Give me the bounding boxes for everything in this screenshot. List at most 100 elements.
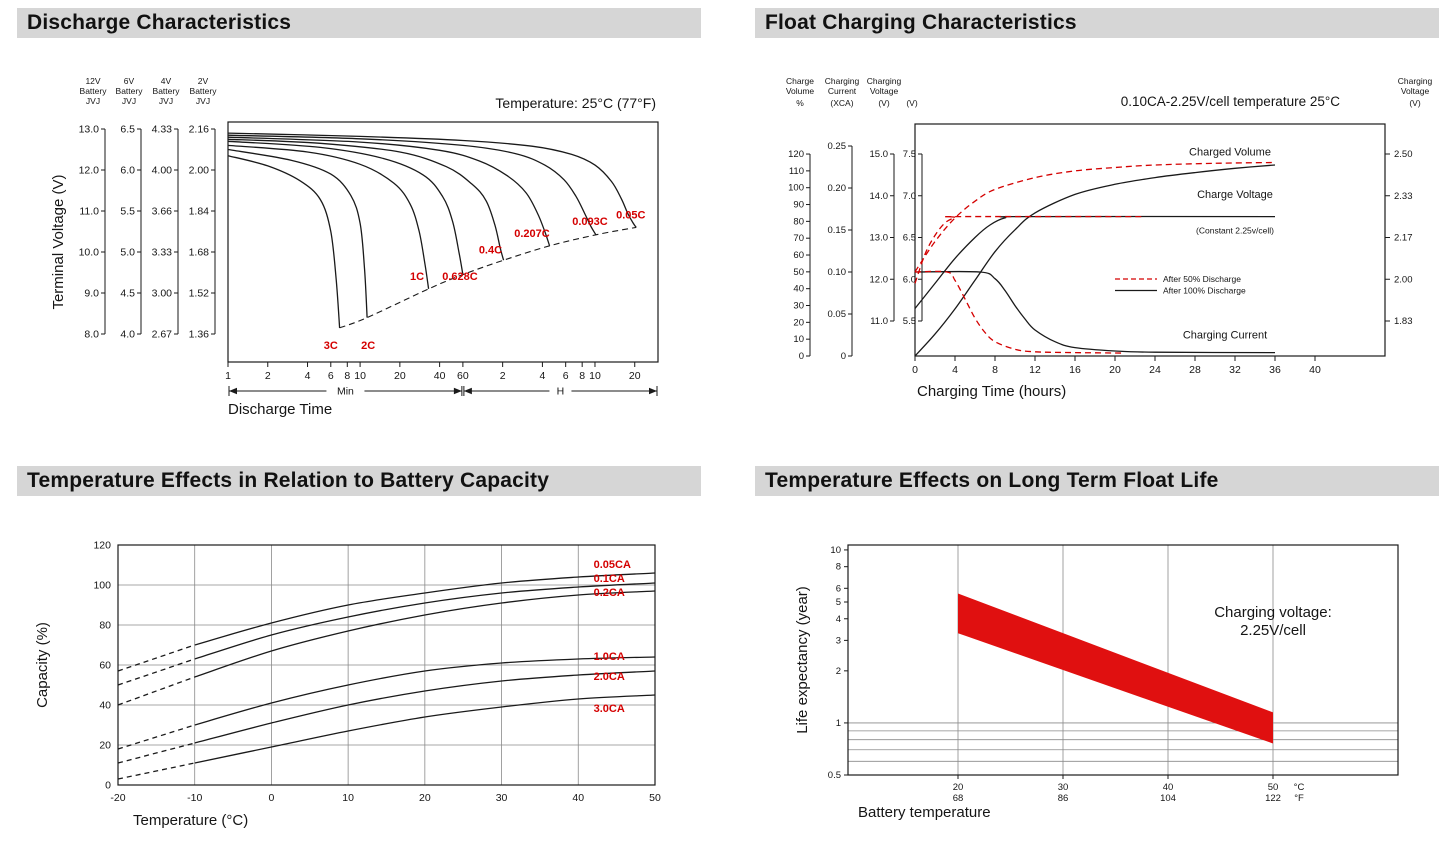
svg-text:4.5: 4.5 [120, 288, 135, 300]
labels: Capacity (%) Temperature (°C) 0.05CA 0.1CA 0… [34, 559, 631, 829]
y-axis-title: Terminal Voltage (V) [50, 174, 67, 309]
svg-text:50: 50 [793, 267, 804, 278]
svg-text:6.0: 6.0 [903, 274, 916, 285]
series-charging-current-after-100pct-discharge [914, 270, 1276, 354]
svg-text:6.5: 6.5 [903, 233, 916, 244]
svg-text:8: 8 [992, 364, 998, 376]
svg-text:28: 28 [1189, 364, 1201, 376]
svg-text:(V): (V) [1409, 98, 1421, 108]
series-charge-voltage-after-100pct-discharge [914, 215, 1276, 309]
series-2.0CA-extrapolated [117, 742, 195, 764]
legend-item: After 50% Discharge [1163, 274, 1241, 284]
svg-text:6.0: 6.0 [120, 165, 135, 177]
svg-text:80: 80 [99, 620, 111, 632]
svg-text:6: 6 [563, 370, 569, 382]
svg-text:10: 10 [793, 334, 804, 345]
svg-text:%: % [796, 98, 804, 108]
fahrenheit-unit: °F [1294, 793, 1304, 804]
svg-text:40: 40 [572, 792, 584, 804]
series-2.0CA [194, 670, 656, 744]
svg-text:Volume: Volume [786, 86, 815, 96]
svg-text:0: 0 [912, 364, 918, 376]
x-axis-title: Temperature (°C) [133, 812, 248, 829]
svg-text:4.00: 4.00 [152, 165, 173, 177]
svg-text:40: 40 [434, 370, 446, 382]
svg-text:0: 0 [799, 351, 804, 362]
svg-text:0.5: 0.5 [828, 770, 841, 781]
series-0.2CA [194, 590, 656, 678]
x-axis-title: Battery temperature [858, 804, 991, 821]
svg-text:110: 110 [789, 166, 804, 177]
svg-text:120: 120 [93, 540, 111, 552]
rate-label-0.05C: 0.05C [616, 210, 645, 222]
svg-text:2V: 2V [198, 76, 209, 86]
svg-text:20: 20 [953, 782, 964, 793]
x-axis-title: Discharge Time [228, 401, 332, 418]
svg-text:10: 10 [342, 792, 354, 804]
series-label-2.0CA: 2.0CA [594, 671, 625, 683]
series-3C [227, 155, 341, 328]
svg-text:7.5: 7.5 [903, 149, 916, 160]
svg-text:3.66: 3.66 [152, 206, 173, 218]
svg-text:1.52: 1.52 [189, 288, 210, 300]
section-title-float-charging: Float Charging Characteristics [755, 8, 1439, 38]
svg-text:4V: 4V [161, 76, 172, 86]
svg-text:2: 2 [836, 666, 841, 677]
series-1C [227, 144, 430, 289]
svg-text:40: 40 [1309, 364, 1321, 376]
svg-text:Voltage: Voltage [1401, 86, 1430, 96]
float-charging-characteristics-chart: ChargeVolume%120110100908070605040302010… [786, 76, 1433, 400]
svg-text:10: 10 [830, 545, 841, 556]
svg-text:2.33: 2.33 [1394, 191, 1413, 202]
svg-text:4: 4 [539, 370, 545, 382]
axes: -20 -10 0 10 20 30 40 50 0 20 40 60 80 100 120 [93, 540, 660, 805]
svg-text:2.00: 2.00 [189, 165, 210, 177]
svg-text:32: 32 [1229, 364, 1241, 376]
series-2C [227, 148, 368, 318]
series-0.1CA [194, 582, 656, 660]
series-0.093C [227, 134, 597, 236]
svg-text:7.0: 7.0 [903, 191, 916, 202]
svg-text:12.0: 12.0 [870, 274, 889, 285]
series-0.1CA-extrapolated [117, 658, 195, 686]
svg-text:100: 100 [93, 580, 111, 592]
svg-text:60: 60 [793, 250, 804, 261]
y-axis-title: Capacity (%) [34, 622, 51, 708]
svg-text:40: 40 [793, 284, 804, 295]
temperature-capacity-chart: -20 -10 0 10 20 30 40 50 0 20 40 60 80 100 120 Capacity… [34, 540, 661, 830]
svg-text:(V): (V) [906, 98, 918, 108]
charging-voltage-annotation: 2.25V/cell [1240, 622, 1306, 639]
svg-text:40: 40 [99, 700, 111, 712]
axes: 12VBatteryJVJ13.012.011.010.09.08.06VBat… [79, 76, 659, 398]
svg-text:2: 2 [265, 370, 271, 382]
svg-text:1.36: 1.36 [189, 329, 210, 341]
celsius-unit: °C [1294, 782, 1305, 793]
svg-text:90: 90 [793, 200, 804, 211]
plot-frame [227, 121, 659, 363]
svg-text:50: 50 [1268, 782, 1279, 793]
series-0.2CA-extrapolated [117, 676, 195, 706]
rate-label-2C: 2C [361, 340, 375, 352]
section-title-float-life: Temperature Effects on Long Term Float L… [755, 466, 1439, 496]
series-label-0.2CA: 0.2CA [594, 587, 625, 599]
series-charged-volume-after-100pct-discharge [914, 164, 1276, 357]
svg-text:60: 60 [457, 370, 469, 382]
svg-text:1: 1 [836, 718, 841, 729]
svg-text:0.05: 0.05 [828, 309, 847, 320]
svg-text:Current: Current [828, 86, 857, 96]
rate-label-0.4C: 0.4C [479, 244, 502, 256]
svg-text:24: 24 [1149, 364, 1161, 376]
svg-text:13.0: 13.0 [79, 124, 100, 136]
series-charged-volume-after-50pct-discharge [914, 161, 1276, 273]
svg-text:4: 4 [836, 614, 841, 625]
panel-float-life: Temperature Effects on Long Term Float L… [755, 466, 1439, 840]
svg-text:3.33: 3.33 [152, 247, 173, 259]
svg-text:86: 86 [1058, 793, 1069, 804]
y-axis-title: Life expectancy (year) [794, 586, 811, 734]
svg-text:8: 8 [344, 370, 350, 382]
band-group [958, 593, 1273, 744]
svg-text:-20: -20 [110, 792, 125, 804]
svg-text:0: 0 [841, 351, 846, 362]
svg-text:11.0: 11.0 [79, 206, 99, 218]
